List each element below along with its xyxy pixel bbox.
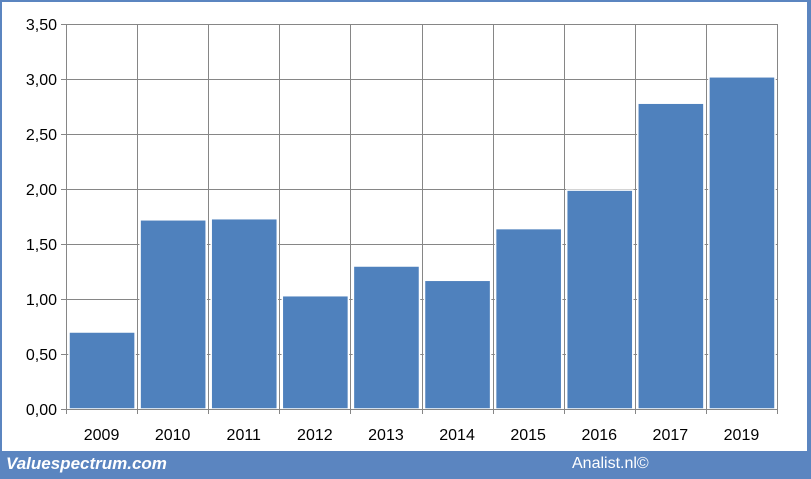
x-tick-label: 2012 [297,427,333,444]
bar-2009 [68,331,136,410]
x-tick-label: 2013 [368,427,404,444]
x-tick-label: 2014 [439,427,475,444]
bar-2016 [565,189,634,410]
y-tick-label: 3,50 [26,17,57,34]
bar-2017 [637,102,705,410]
bar-chart: 0,00 0,50 1,00 1,50 2,00 2,50 3,00 3,50 2009 2010… [26,17,778,444]
bar-2019 [708,76,776,410]
x-tick-label: 2010 [155,427,191,444]
footer-bar: Valuespectrum.com Analist.nl© [0,451,811,479]
y-tick-label: 1,50 [26,237,57,254]
copyright-notice: Analist.nl© [572,455,649,472]
y-tick-label: 1,00 [26,292,57,309]
x-tick-label: 2019 [724,427,760,444]
bar-2015 [494,227,563,410]
x-tick-label: 2015 [510,427,546,444]
bar-2010 [139,219,207,410]
y-tick-label: 3,00 [26,72,57,89]
bar-2013 [352,265,421,410]
bar-2014 [423,279,492,410]
chart-area: 0,00 0,50 1,00 1,50 2,00 2,50 3,00 3,50 2009 2010… [2,2,807,451]
x-tick-label: 2016 [581,427,617,444]
y-tick-label: 0,00 [26,402,57,419]
y-tick-label: 2,00 [26,182,57,199]
x-tick-label: 2009 [84,427,120,444]
y-tick-label: 2,50 [26,127,57,144]
axis-layer: 0,00 0,50 1,00 1,50 2,00 2,50 3,00 3,50 2009 2010… [26,17,777,444]
x-tick-label: 2011 [227,427,262,444]
x-tick-label: 2017 [653,427,689,444]
bar-2012 [281,294,350,410]
y-tick-label: 0,50 [26,347,57,364]
site-brand: Valuespectrum.com [6,454,167,473]
grid-layer [66,24,778,414]
bar-2011 [210,217,279,410]
bars-layer [68,76,776,410]
